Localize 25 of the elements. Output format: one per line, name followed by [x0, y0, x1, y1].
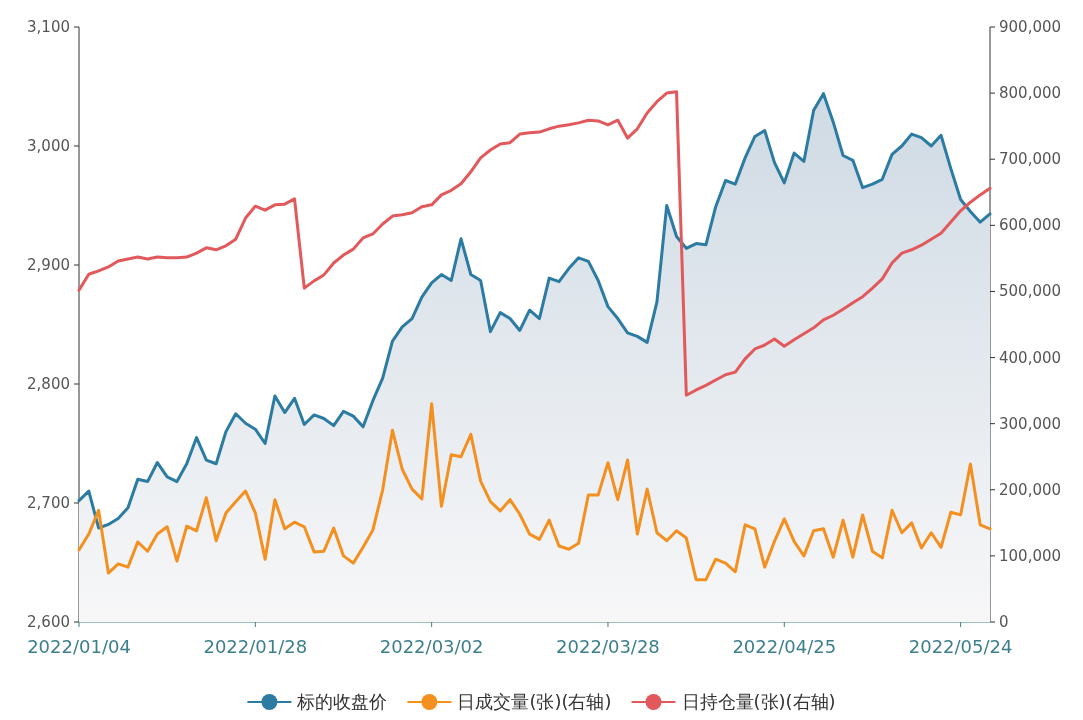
- y2-tick-label: 400,000: [999, 348, 1062, 367]
- x-tick-label: 2022/04/25: [732, 636, 837, 657]
- legend-label: 日成交量(张)(右轴): [457, 691, 612, 712]
- y-tick-label: 3,100: [27, 18, 70, 36]
- y2-tick-label: 700,000: [999, 150, 1062, 169]
- x-tick-label: 2022/03/02: [379, 636, 484, 657]
- x-tick-label: 2022/01/04: [27, 636, 131, 657]
- y-tick-label: 2,700: [27, 494, 70, 512]
- y-tick-label: 3,000: [27, 137, 70, 155]
- y-tick-label: 2,900: [27, 256, 70, 274]
- y2-tick-label: 100,000: [999, 546, 1062, 565]
- y2-tick-label: 0: [999, 613, 1009, 631]
- y2-tick-label: 900,000: [999, 18, 1062, 36]
- x-tick-label: 2022/05/24: [908, 636, 1013, 657]
- y2-tick-label: 800,000: [999, 84, 1062, 103]
- y2-tick-label: 300,000: [999, 414, 1062, 433]
- x-tick-label: 2022/03/28: [556, 636, 660, 657]
- y2-tick-label: 600,000: [999, 216, 1062, 235]
- y-tick-label: 2,800: [27, 375, 70, 393]
- legend-label: 标的收盘价: [296, 691, 388, 712]
- legend-label: 日持仓量(张)(右轴): [681, 691, 836, 712]
- x-tick-label: 2022/01/28: [203, 636, 308, 657]
- y2-tick-label: 500,000: [999, 282, 1062, 301]
- y2-tick-label: 200,000: [999, 480, 1062, 499]
- y-tick-label: 2,600: [27, 613, 70, 631]
